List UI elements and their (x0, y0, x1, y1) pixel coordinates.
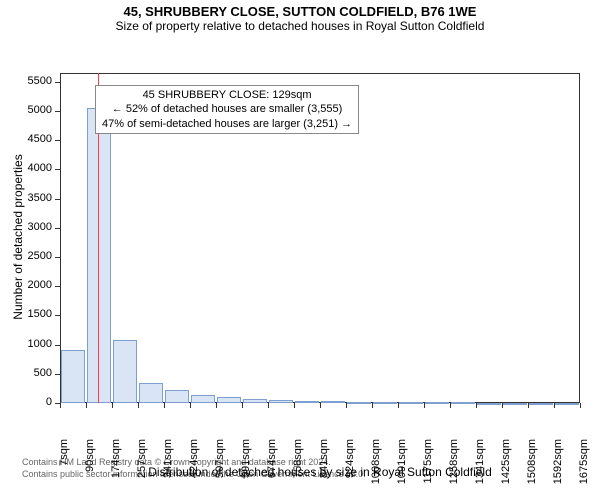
y-tick-label: 2000 (0, 279, 52, 291)
chart-title-1: 45, SHRUBBERY CLOSE, SUTTON COLDFIELD, B… (0, 0, 600, 19)
bar (269, 400, 293, 403)
bar (113, 340, 137, 403)
y-tick (55, 315, 60, 316)
y-tick-label: 4500 (0, 133, 52, 145)
x-tick (450, 403, 451, 408)
y-tick-label: 1000 (0, 338, 52, 350)
chart-area: 0 500 1000 1500 2000 2500 3000 3500 4000 4500 5000… (0, 33, 600, 453)
y-tick-label: 4000 (0, 162, 52, 174)
x-tick (398, 403, 399, 408)
bar (165, 390, 189, 403)
x-axis-label: Distribution of detached houses by size … (60, 465, 580, 479)
bar (321, 401, 345, 403)
info-line-2: ← 52% of detached houses are smaller (3,… (102, 102, 352, 116)
bar (451, 402, 475, 404)
info-line-1: 45 SHRUBBERY CLOSE: 129sqm (102, 88, 352, 102)
x-tick (138, 403, 139, 408)
x-tick (554, 403, 555, 408)
bar (243, 399, 267, 403)
y-tick-label: 5000 (0, 104, 52, 116)
bar (503, 403, 527, 405)
y-tick-label: 1500 (0, 308, 52, 320)
x-tick (580, 403, 581, 408)
y-tick (55, 82, 60, 83)
x-tick (528, 403, 529, 408)
y-tick (55, 286, 60, 287)
x-tick (216, 403, 217, 408)
x-tick (164, 403, 165, 408)
y-tick-label: 3000 (0, 221, 52, 233)
y-tick (55, 140, 60, 141)
bar (217, 397, 241, 403)
x-tick (86, 403, 87, 408)
x-tick (190, 403, 191, 408)
x-tick (372, 403, 373, 408)
chart-title-2: Size of property relative to detached ho… (0, 19, 600, 33)
y-tick (55, 199, 60, 200)
y-tick-label: 500 (0, 367, 52, 379)
bar (295, 401, 319, 403)
info-line-3: 47% of semi-detached houses are larger (… (102, 117, 352, 131)
x-tick (476, 403, 477, 408)
bar (61, 350, 85, 403)
y-tick (55, 228, 60, 229)
x-tick (320, 403, 321, 408)
info-box: 45 SHRUBBERY CLOSE: 129sqm← 52% of detac… (95, 85, 359, 134)
y-tick (55, 374, 60, 375)
y-tick (55, 345, 60, 346)
y-tick-label: 2500 (0, 250, 52, 262)
bar (555, 403, 579, 405)
x-tick (242, 403, 243, 408)
x-tick (502, 403, 503, 408)
bar (425, 402, 449, 404)
bar (399, 402, 423, 404)
x-tick (424, 403, 425, 408)
bar (139, 383, 163, 403)
x-tick (294, 403, 295, 408)
y-tick-label: 0 (0, 396, 52, 408)
y-tick (55, 169, 60, 170)
bar (373, 402, 397, 404)
bar (191, 395, 215, 403)
x-tick (268, 403, 269, 408)
y-tick (55, 111, 60, 112)
y-tick-label: 5500 (0, 75, 52, 87)
y-tick-label: 3500 (0, 192, 52, 204)
x-tick (112, 403, 113, 408)
bar (477, 403, 501, 405)
bar (529, 403, 553, 405)
bar (347, 402, 371, 404)
y-axis-label: Number of detached properties (11, 147, 25, 327)
y-tick (55, 257, 60, 258)
x-tick (346, 403, 347, 408)
x-tick (60, 403, 61, 408)
